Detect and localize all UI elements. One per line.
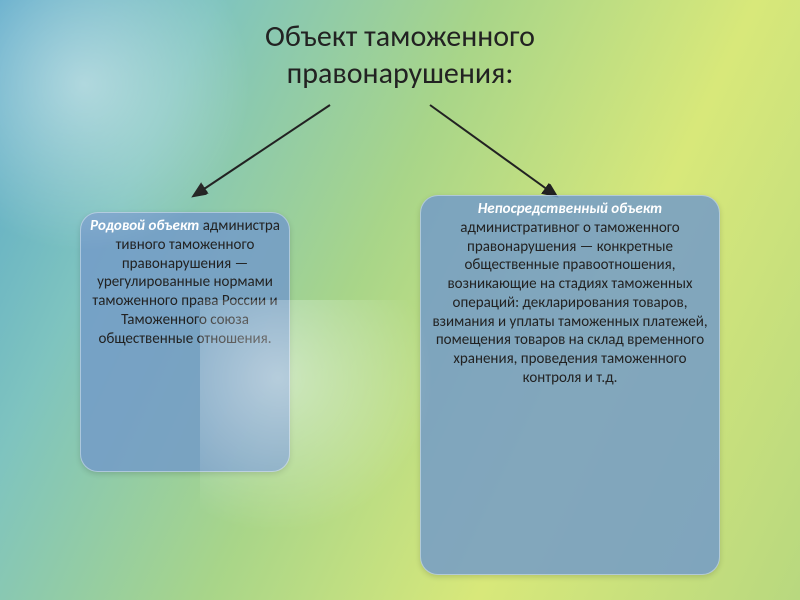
box-generic-object: Родовой объект администра тивного таможе… bbox=[80, 212, 290, 472]
arrow-left-line bbox=[195, 105, 330, 195]
box-left-body: администра тивного таможенного правонару… bbox=[92, 217, 280, 348]
box-right-lead: Непосредственный объект bbox=[478, 200, 662, 218]
box-left-lead: Родовой объект bbox=[90, 217, 199, 235]
page-title: Объект таможенного правонарушения: bbox=[0, 18, 800, 92]
arrow-right-line bbox=[430, 105, 555, 195]
box-direct-object: Непосредственный объект административног… bbox=[420, 195, 720, 575]
box-right-body: административног о таможенного правонару… bbox=[432, 219, 707, 387]
